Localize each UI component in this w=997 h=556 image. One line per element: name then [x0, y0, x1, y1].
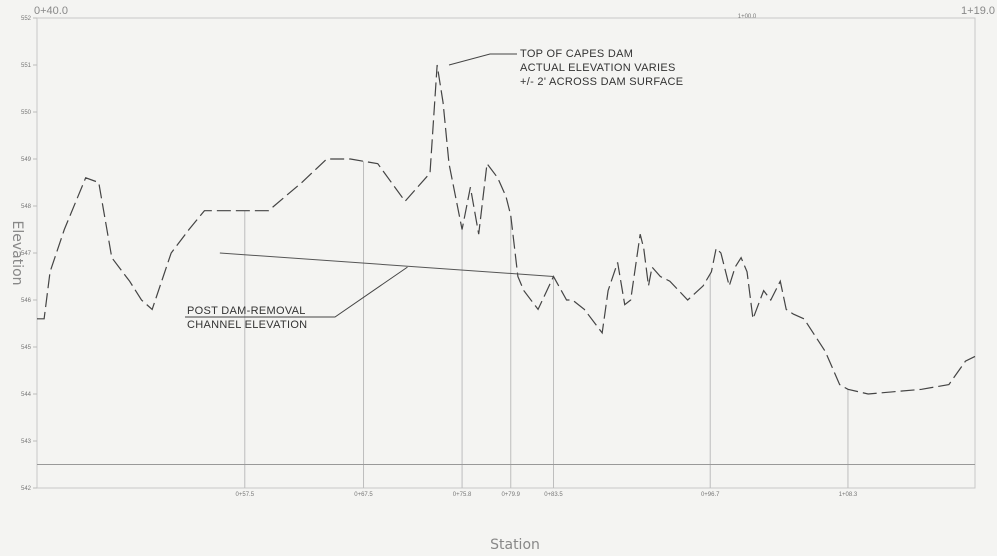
annotation-leader-post — [185, 266, 408, 318]
y-tick-label: 545 — [21, 345, 32, 351]
y-tick-label: 544 — [21, 392, 32, 398]
station-label: 0+67.5 — [354, 492, 373, 498]
station-label: 0+96.7 — [701, 492, 720, 498]
y-tick-label: 552 — [21, 16, 32, 22]
y-tick-label: 546 — [21, 298, 32, 304]
y-tick-label: 548 — [21, 204, 32, 210]
top-mid-station-label: 1+00.0 — [738, 14, 757, 20]
station-label: 0+83.5 — [544, 492, 563, 498]
plot-frame — [36, 17, 976, 489]
profile-line-existing — [37, 64, 976, 395]
annotation-dam-line-1: TOP OF CAPES DAM — [520, 48, 633, 60]
annotation-post-line-1: POST DAM-REMOVAL — [187, 305, 306, 317]
annotation-top-of-dam: TOP OF CAPES DAM ACTUAL ELEVATION VARIES… — [448, 48, 683, 88]
y-axis-title: Elevation — [9, 220, 25, 285]
station-label: 0+57.5 — [236, 492, 255, 498]
top-right-station-label: 1+19.0 — [961, 5, 995, 17]
station-label: 0+79.9 — [501, 492, 520, 498]
annotation-post-line-2: CHANNEL ELEVATION — [187, 319, 307, 331]
y-axis-ticks: 542 543 544 545 546 547 548 549 550 551 552 — [21, 16, 37, 492]
y-tick-label: 547 — [21, 251, 32, 257]
y-tick-label: 543 — [21, 439, 32, 445]
profile-line-post-removal — [219, 252, 554, 277]
annotation-leader-dam — [448, 53, 517, 66]
y-tick-label: 551 — [21, 63, 32, 69]
station-label: 0+75.8 — [453, 492, 472, 498]
y-tick-label: 550 — [21, 110, 32, 116]
y-tick-label: 549 — [21, 157, 32, 163]
annotation-dam-line-3: +/- 2' ACROSS DAM SURFACE — [520, 76, 683, 88]
station-markers: 0+57.5 0+67.5 0+75.8 0+79.9 0+83.5 0+96.7 1+08… — [236, 161, 858, 498]
top-left-station-label: 0+40.0 — [34, 5, 68, 17]
annotation-post-removal: POST DAM-REMOVAL CHANNEL ELEVATION — [185, 266, 408, 331]
station-label: 1+08.3 — [839, 492, 858, 498]
profile-series — [37, 64, 976, 465]
annotation-dam-line-2: ACTUAL ELEVATION VARIES — [520, 62, 676, 74]
y-tick-label: 542 — [21, 486, 32, 492]
x-axis-title: Station — [490, 537, 540, 553]
